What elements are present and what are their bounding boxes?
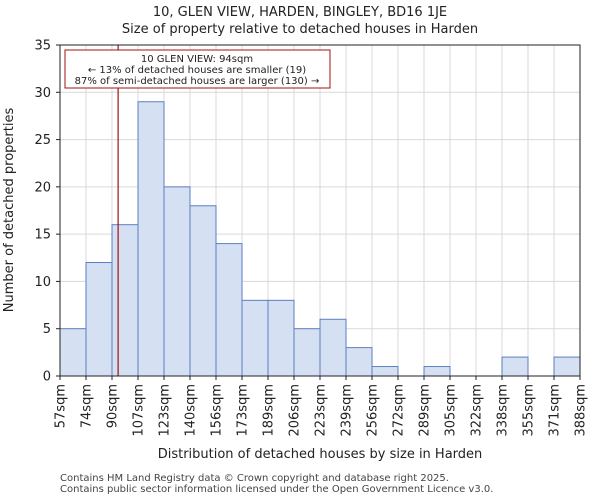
x-tick-label: 355sqm [522,384,537,437]
footer-line-1: Contains HM Land Registry data © Crown c… [60,473,449,484]
x-tick-label: 173sqm [236,384,251,437]
footer-line-2: Contains public sector information licen… [60,484,494,495]
bar [423,366,451,377]
annotation-box: 10 GLEN VIEW: 94sqm ← 13% of detached ho… [64,49,331,89]
bar [111,224,139,377]
x-tick-label: 107sqm [132,384,147,437]
bar [189,205,217,377]
y-axis-ticks: 0 5 10 15 20 25 30 35 [34,39,60,385]
y-tick-label: 25 [34,133,51,148]
x-tick-label: 74sqm [80,384,95,428]
y-tick-label: 35 [34,39,51,54]
y-tick-label: 10 [34,275,51,290]
y-tick-label: 5 [43,322,51,337]
y-tick-label: 30 [34,86,51,101]
x-tick-label: 371sqm [548,384,563,437]
bar [163,186,191,377]
x-axis-label: Distribution of detached houses by size … [158,447,483,462]
x-tick-label: 289sqm [418,384,433,437]
bar [241,299,269,377]
x-tick-label: 223sqm [314,384,329,437]
x-tick-label: 305sqm [444,384,459,437]
annotation-line-2: ← 13% of detached houses are smaller (19… [88,65,306,76]
x-tick-label: 156sqm [210,384,225,437]
y-tick-label: 15 [34,228,51,243]
annotation-line-3: 87% of semi-detached houses are larger (… [75,76,320,87]
x-tick-label: 272sqm [392,384,407,437]
x-tick-label: 322sqm [470,384,485,437]
chart-title: 10, GLEN VIEW, HARDEN, BINGLEY, BD16 1JE [153,5,447,20]
x-axis-ticks: 57sqm 74sqm 90sqm 107sqm 123sqm 140sqm 156sqm 1… [54,376,589,437]
y-axis-label: Number of detached properties [2,108,17,313]
chart-subtitle: Size of property relative to detached ho… [122,22,478,37]
x-tick-label: 90sqm [106,384,121,428]
y-tick-label: 0 [43,370,51,385]
annotation-frame [64,49,331,89]
x-tick-label: 57sqm [54,384,69,428]
bar [267,299,295,377]
bar [553,356,581,377]
bar [59,328,87,377]
x-tick-label: 206sqm [288,384,303,437]
bar [85,262,113,377]
bar [215,243,243,377]
y-tick-label: 20 [34,180,51,195]
x-tick-label: 123sqm [158,384,173,437]
x-tick-label: 256sqm [366,384,381,437]
x-tick-label: 140sqm [184,384,199,437]
x-tick-label: 388sqm [574,384,589,437]
bar [319,318,347,377]
bar [345,347,373,377]
x-tick-label: 338sqm [496,384,511,437]
x-tick-label: 189sqm [262,384,277,437]
bar [371,366,399,377]
bar [293,328,321,377]
x-tick-label: 239sqm [340,384,355,437]
bar [501,356,529,377]
bar [137,101,165,377]
bars [59,101,581,377]
annotation-line-1: 10 GLEN VIEW: 94sqm [141,54,253,65]
